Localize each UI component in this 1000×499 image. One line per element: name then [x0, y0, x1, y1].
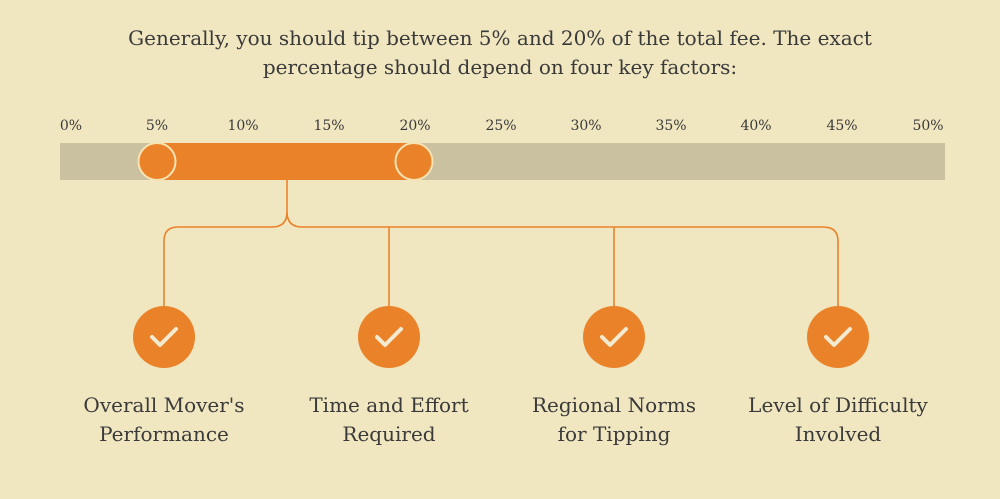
- tick-label: 20%: [399, 118, 431, 134]
- factor-label-line: Regional Norms: [531, 393, 697, 417]
- bracket-stem: [163, 180, 288, 310]
- tick-label: 25%: [485, 118, 517, 134]
- checkmark-icon: [807, 306, 869, 368]
- tick-label: 35%: [655, 118, 687, 134]
- tick-label: 5%: [145, 118, 169, 134]
- tick-label: 40%: [740, 118, 772, 134]
- factor-time-effort: Time and Effort Required: [269, 306, 509, 449]
- intro-line-2: percentage should depend on four key fac…: [262, 55, 738, 79]
- range-end-handle: [394, 142, 434, 181]
- factor-label-line: for Tipping: [557, 422, 671, 446]
- checkmark-icon: [583, 306, 645, 368]
- factor-label: Level of Difficulty Involved: [718, 391, 958, 449]
- checkmark-icon: [133, 306, 195, 368]
- tick-label: 50%: [912, 118, 944, 134]
- factor-label: Regional Norms for Tipping: [494, 391, 734, 449]
- factor-label-line: Performance: [99, 422, 229, 446]
- intro-text: Generally, you should tip between 5% and…: [0, 24, 1000, 82]
- tick-label: 10%: [227, 118, 259, 134]
- factor-performance: Overall Mover's Performance: [44, 306, 284, 449]
- tick-label: 15%: [313, 118, 345, 134]
- intro-line-1: Generally, you should tip between 5% and…: [128, 26, 872, 50]
- tick-label: 45%: [826, 118, 858, 134]
- factor-label-line: Required: [342, 422, 436, 446]
- factor-label-line: Level of Difficulty: [748, 393, 928, 417]
- tick-label: 0%: [59, 118, 83, 134]
- tick-label: 30%: [570, 118, 602, 134]
- range-start-handle: [137, 142, 177, 181]
- factor-difficulty: Level of Difficulty Involved: [718, 306, 958, 449]
- bracket-branch-right: [286, 211, 839, 310]
- percent-scale: 0% 5% 10% 15% 20% 25% 30% 35% 40% 45% 50…: [0, 118, 1000, 138]
- factor-label: Overall Mover's Performance: [44, 391, 284, 449]
- factor-label-line: Time and Effort: [309, 393, 469, 417]
- factor-label: Time and Effort Required: [269, 391, 509, 449]
- factor-regional-norms: Regional Norms for Tipping: [494, 306, 734, 449]
- tip-range-fill: [156, 143, 414, 180]
- factor-label-line: Involved: [794, 422, 882, 446]
- checkmark-icon: [358, 306, 420, 368]
- factor-label-line: Overall Mover's: [83, 393, 245, 417]
